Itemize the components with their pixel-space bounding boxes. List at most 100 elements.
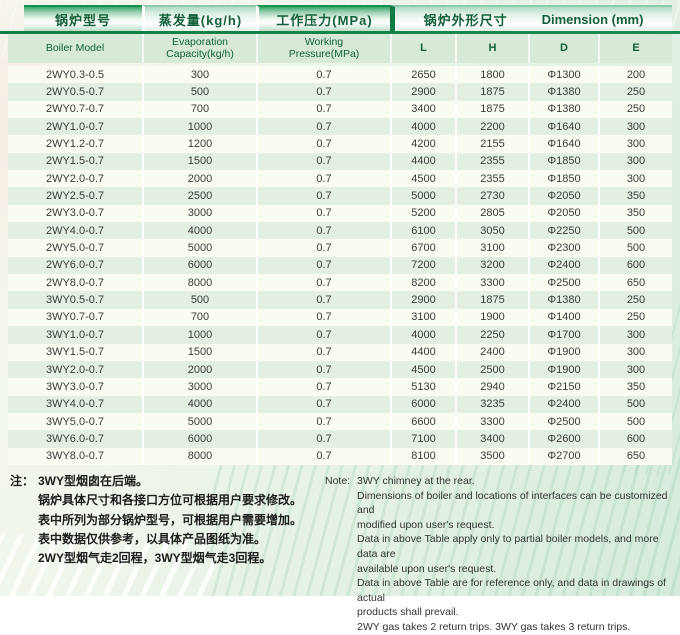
- cell-capacity: 500: [142, 291, 256, 309]
- cell-dim-l: 2650: [390, 66, 455, 84]
- cell-dim-e: 350: [598, 187, 672, 205]
- cell-dim-h: 2730: [455, 187, 528, 205]
- cell-dim-l: 6000: [390, 395, 455, 413]
- cell-model: 3WY3.0-0.7: [45, 380, 105, 393]
- table-row: 3WY3.0-0.7 3000 0.7 5130 2940 Φ2150 350: [8, 378, 672, 396]
- cell-dim-d: Φ1700: [528, 326, 598, 344]
- cell-pressure: 0.7: [256, 170, 390, 188]
- cell-capacity: 2000: [142, 170, 256, 188]
- cell-dim-l: 4000: [390, 118, 455, 136]
- cell-capacity: 3000: [142, 204, 256, 223]
- cell-model: 2WY1.2-0.7: [45, 138, 105, 151]
- cell-dim-e: 300: [598, 360, 672, 379]
- cell-capacity: 300: [142, 66, 256, 84]
- cell-dim-l: 8200: [390, 274, 455, 292]
- cell-dim-l: 3100: [390, 308, 455, 327]
- cell-dim-d: Φ1640: [528, 135, 598, 153]
- cell-dim-h: 2500: [455, 360, 528, 379]
- cell-pressure: 0.7: [256, 447, 390, 465]
- header-boiler-model-zh: 锅炉型号: [24, 5, 142, 31]
- notes-english-label: Note:: [325, 475, 351, 487]
- cell-capacity: 8000: [142, 274, 256, 292]
- cell-capacity: 1000: [142, 326, 256, 344]
- cell-capacity: 2500: [142, 187, 256, 205]
- cell-dim-d: Φ2600: [528, 430, 598, 448]
- cell-dim-h: 3300: [455, 274, 528, 292]
- cell-model: 2WY6.0-0.7: [45, 259, 105, 272]
- note-line-zh: 锅炉具体尺寸和各接口方位可根据用户要求修改。: [38, 493, 303, 508]
- table-row: 3WY5.0-0.7 5000 0.7 6600 3300 Φ2500 500: [8, 412, 672, 431]
- cell-dim-h: 3300: [455, 412, 528, 431]
- cell-pressure: 0.7: [256, 378, 390, 396]
- note-line-en: Dimensions of boiler and locations of in…: [357, 489, 668, 517]
- table-row: 3WY4.0-0.7 4000 0.7 6000 3235 Φ2400 500: [8, 395, 672, 413]
- cell-pressure: 0.7: [256, 118, 390, 136]
- cell-pressure: 0.7: [256, 187, 390, 205]
- cell-capacity: 1000: [142, 118, 256, 136]
- cell-model: 2WY0.3-0.5: [45, 68, 105, 81]
- cell-dim-l: 4200: [390, 135, 455, 153]
- cell-dim-e: 300: [598, 118, 672, 136]
- cell-dim-e: 350: [598, 204, 672, 223]
- cell-dim-d: Φ1380: [528, 100, 598, 119]
- cell-dim-e: 650: [598, 447, 672, 465]
- cell-dim-d: Φ1380: [528, 291, 598, 309]
- cell-capacity: 5000: [142, 239, 256, 257]
- cell-dim-d: Φ1850: [528, 152, 598, 171]
- cell-model: 2WY2.0-0.7: [45, 172, 105, 185]
- notes-section: 注： 3WY型烟囱在后端。 锅炉具体尺寸和各接口方位可根据用户要求修改。 表中所列为…: [0, 472, 680, 633]
- table-row: 2WY2.5-0.7 2500 0.7 5000 2730 Φ2050 350: [8, 187, 672, 205]
- table-row: 2WY2.0-0.7 2000 0.7 4500 2355 Φ1850 300: [8, 170, 672, 188]
- header-evaporation-zh: 蒸发量(kg/h): [142, 5, 256, 31]
- cell-pressure: 0.7: [256, 204, 390, 223]
- cell-dim-h: 3500: [455, 447, 528, 465]
- cell-capacity: 4000: [142, 395, 256, 413]
- cell-dim-h: 1875: [455, 100, 528, 119]
- header-dimensions-zh: 锅炉外形尺寸: [423, 12, 508, 28]
- table-row: 2WY0.7-0.7 700 0.7 3400 1875 Φ1380 250: [8, 100, 672, 119]
- cell-model: 3WY0.7-0.7: [45, 311, 105, 324]
- table-row: 2WY1.0-0.7 1000 0.7 4000 2200 Φ1640 300: [8, 118, 672, 136]
- cell-dim-d: Φ1380: [528, 83, 598, 101]
- cell-model: 3WY4.0-0.7: [45, 398, 105, 411]
- cell-capacity: 500: [142, 83, 256, 101]
- header-working-pressure-en: Working Pressure(MPa): [256, 34, 390, 63]
- cell-model: 3WY0.5-0.7: [45, 294, 105, 307]
- cell-dim-l: 5000: [390, 187, 455, 205]
- cell-model: 2WY0.7-0.7: [45, 103, 105, 116]
- cell-capacity: 1200: [142, 135, 256, 153]
- header-dim-h: H: [455, 34, 528, 63]
- note-line-en: products shall prevail.: [357, 606, 459, 619]
- cell-model: 2WY4.0-0.7: [45, 224, 105, 237]
- table-row: 2WY1.5-0.7 1500 0.7 4400 2355 Φ1850 300: [8, 152, 672, 171]
- cell-dim-e: 250: [598, 308, 672, 327]
- cell-dim-h: 3050: [455, 222, 528, 240]
- cell-dim-e: 650: [598, 274, 672, 292]
- cell-dim-d: Φ1900: [528, 343, 598, 361]
- cell-capacity: 3000: [142, 378, 256, 396]
- cell-dim-d: Φ2400: [528, 256, 598, 275]
- cell-dim-d: Φ1640: [528, 118, 598, 136]
- cell-dim-l: 6700: [390, 239, 455, 257]
- cell-dim-e: 500: [598, 239, 672, 257]
- cell-dim-l: 4500: [390, 360, 455, 379]
- cell-capacity: 6000: [142, 256, 256, 275]
- header-dim-e: E: [598, 34, 672, 63]
- cell-dim-d: Φ2500: [528, 274, 598, 292]
- table-row: 3WY6.0-0.7 6000 0.7 7100 3400 Φ2600 600: [8, 430, 672, 448]
- cell-dim-l: 6100: [390, 222, 455, 240]
- cell-dim-d: Φ1900: [528, 360, 598, 379]
- cell-dim-l: 7100: [390, 430, 455, 448]
- cell-dim-l: 2900: [390, 291, 455, 309]
- cell-dim-d: Φ1400: [528, 308, 598, 327]
- cell-model: 2WY3.0-0.7: [45, 207, 105, 220]
- cell-pressure: 0.7: [256, 395, 390, 413]
- table-row: 2WY4.0-0.7 4000 0.7 6100 3050 Φ2250 500: [8, 222, 672, 240]
- cell-capacity: 4000: [142, 222, 256, 240]
- cell-dim-l: 4000: [390, 326, 455, 344]
- note-line-en: available upon user's request.: [357, 562, 497, 575]
- table-row: 2WY0.5-0.7 500 0.7 2900 1875 Φ1380 250: [8, 83, 672, 101]
- table-row: 3WY0.7-0.7 700 0.7 3100 1900 Φ1400 250: [8, 308, 672, 327]
- cell-pressure: 0.7: [256, 239, 390, 257]
